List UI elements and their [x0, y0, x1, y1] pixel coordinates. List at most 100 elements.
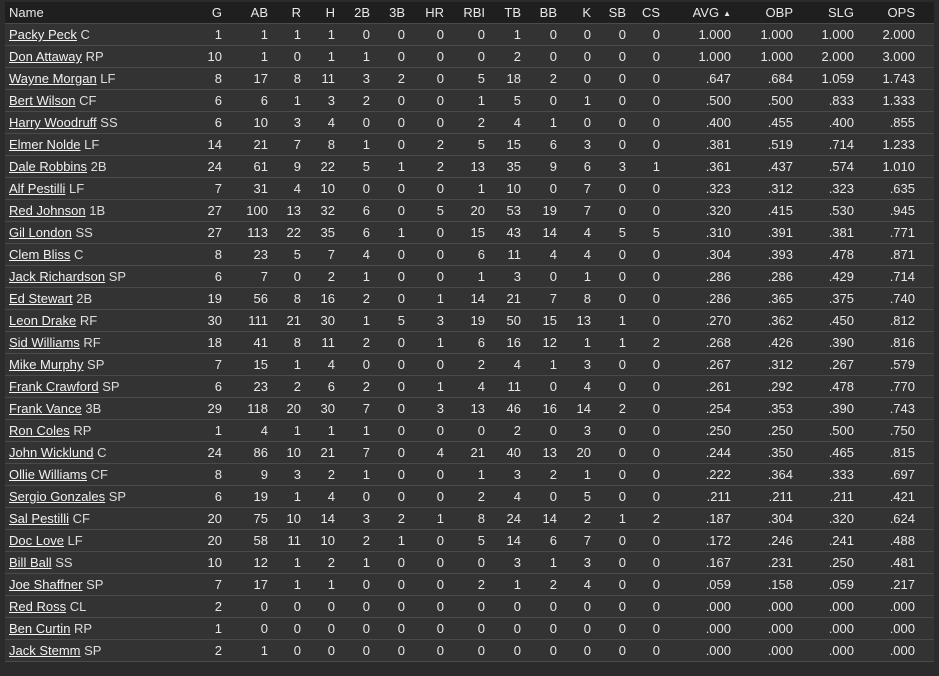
player-name-link[interactable]: Bert Wilson	[9, 93, 76, 108]
stat-r: 1	[268, 419, 301, 442]
stat-avg: .222	[660, 463, 731, 486]
stat-cs: 0	[626, 551, 660, 574]
stat-tb: 40	[485, 441, 521, 464]
player-name-link[interactable]: Dale Robbins	[9, 159, 88, 174]
player-name-link[interactable]: Gil London	[9, 225, 72, 240]
player-name-link[interactable]: Ollie Williams	[9, 467, 87, 482]
column-header-h[interactable]: H	[301, 2, 335, 24]
player-name-link[interactable]: Jack Richardson	[9, 269, 106, 284]
player-name-link[interactable]: Ed Stewart	[9, 291, 73, 306]
stat-tb: 35	[485, 155, 521, 178]
stat-tb: 1	[485, 573, 521, 596]
stat-avg: .647	[660, 67, 731, 90]
stat-k: 3	[557, 419, 591, 442]
column-header-g[interactable]: G	[195, 2, 222, 24]
stat-h: 10	[301, 177, 335, 200]
player-name-link[interactable]: Packy Peck	[9, 27, 77, 42]
stat-3b: 0	[370, 595, 405, 618]
player-name-link[interactable]: Harry Woodruff	[9, 115, 97, 130]
player-name-link[interactable]: Don Attaway	[9, 49, 82, 64]
column-header-bb[interactable]: BB	[521, 2, 557, 24]
stat-slg: .323	[793, 177, 854, 200]
column-header-slg[interactable]: SLG	[793, 2, 854, 24]
column-header-obp[interactable]: OBP	[731, 2, 793, 24]
stat-hr: 0	[405, 45, 444, 68]
player-name-link[interactable]: Sid Williams	[9, 335, 80, 350]
player-name-link[interactable]: Sal Pestilli	[9, 511, 69, 526]
stat-ab: 41	[222, 331, 268, 354]
player-name-link[interactable]: Frank Vance	[9, 401, 82, 416]
column-header-cs[interactable]: CS	[626, 2, 660, 24]
stat-h: 14	[301, 507, 335, 530]
stat-h: 1	[301, 45, 335, 68]
player-cell: Leon Drake RF	[5, 309, 195, 332]
column-header-k[interactable]: K	[557, 2, 591, 24]
stat-obp: .391	[731, 221, 793, 244]
player-name-link[interactable]: Doc Love	[9, 533, 64, 548]
player-cell: Jack Stemm SP	[5, 639, 195, 662]
column-header-ab[interactable]: AB	[222, 2, 268, 24]
column-header-hr[interactable]: HR	[405, 2, 444, 24]
stat-3b: 0	[370, 331, 405, 354]
column-header-name[interactable]: Name	[5, 2, 195, 24]
stat-slg: .833	[793, 89, 854, 112]
stat-obp: 1.000	[731, 45, 793, 68]
player-name-link[interactable]: Frank Crawford	[9, 379, 99, 394]
stat-tb: 0	[485, 639, 521, 662]
stat-hr: 0	[405, 551, 444, 574]
player-position: CL	[69, 599, 87, 614]
player-name-link[interactable]: Mike Murphy	[9, 357, 84, 372]
stat-h: 7	[301, 243, 335, 266]
player-name-link[interactable]: Alf Pestilli	[9, 181, 66, 196]
stat-tb: 4	[485, 111, 521, 134]
column-header-r[interactable]: R	[268, 2, 301, 24]
column-header-3b[interactable]: 3B	[370, 2, 405, 24]
stat-ab: 17	[222, 573, 268, 596]
player-name-link[interactable]: Ron Coles	[9, 423, 70, 438]
column-header-rbi[interactable]: RBI	[444, 2, 485, 24]
stat-r: 22	[268, 221, 301, 244]
player-name-link[interactable]: Wayne Morgan	[9, 71, 97, 86]
player-position: LF	[68, 181, 85, 196]
player-name-link[interactable]: Ben Curtin	[9, 621, 71, 636]
stat-3b: 0	[370, 111, 405, 134]
stat-tb: 24	[485, 507, 521, 530]
player-name-link[interactable]: Red Johnson	[9, 203, 86, 218]
stat-obp: 1.000	[731, 23, 793, 46]
stat-k: 3	[557, 353, 591, 376]
column-header-sb[interactable]: SB	[591, 2, 626, 24]
stat-cs: 0	[626, 67, 660, 90]
stat-rbi: 1	[444, 265, 485, 288]
stat-hr: 0	[405, 353, 444, 376]
player-cell: John Wicklund C	[5, 441, 195, 464]
player-cell: Red Johnson 1B	[5, 199, 195, 222]
player-name-link[interactable]: Jack Stemm	[9, 643, 81, 658]
player-name-link[interactable]: Sergio Gonzales	[9, 489, 106, 504]
player-name-link[interactable]: Bill Ball	[9, 555, 52, 570]
stat-2b: 0	[335, 23, 370, 46]
stat-g: 18	[195, 331, 222, 354]
stat-ops: 1.333	[854, 89, 934, 112]
player-name-link[interactable]: Leon Drake	[9, 313, 77, 328]
stat-hr: 3	[405, 309, 444, 332]
table-row: Ed Stewart 2B 19 56 8 16 2 0 1 14 21 7 8 0 0.286.365.…	[5, 287, 934, 310]
column-header-ops[interactable]: OPS	[854, 2, 934, 24]
stat-k: 3	[557, 133, 591, 156]
stat-hr: 0	[405, 573, 444, 596]
table-body: Packy Peck C 1 1 1 1 0 0 0 0 1 0 0 0 0 1.000 1.000 1.000…	[5, 23, 934, 662]
stat-bb: 0	[521, 617, 557, 640]
stat-tb: 5	[485, 89, 521, 112]
player-name-link[interactable]: Red Ross	[9, 599, 67, 614]
stat-ab: 6	[222, 89, 268, 112]
player-position: SS	[55, 555, 73, 570]
stat-bb: 0	[521, 375, 557, 398]
column-header-avg[interactable]: AVG ▲	[660, 2, 731, 24]
stat-cs: 0	[626, 309, 660, 332]
stat-rbi: 5	[444, 67, 485, 90]
column-header-tb[interactable]: TB	[485, 2, 521, 24]
column-header-2b[interactable]: 2B	[335, 2, 370, 24]
player-name-link[interactable]: Clem Bliss	[9, 247, 71, 262]
player-name-link[interactable]: Joe Shaffner	[9, 577, 83, 592]
player-name-link[interactable]: John Wicklund	[9, 445, 94, 460]
player-name-link[interactable]: Elmer Nolde	[9, 137, 81, 152]
